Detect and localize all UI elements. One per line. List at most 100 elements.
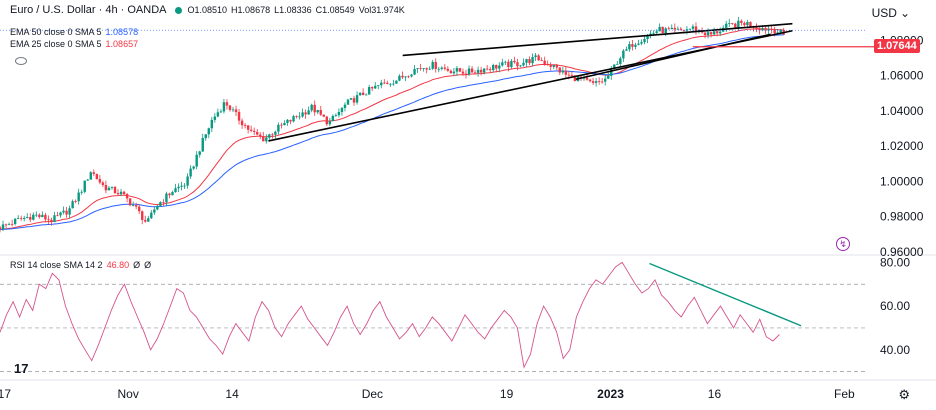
candle-body: [319, 110, 322, 115]
candle-body: [434, 61, 437, 70]
candle-body: [519, 65, 522, 67]
currency-selector[interactable]: USD ⌄: [872, 6, 910, 20]
candle-body: [528, 59, 531, 64]
high-value: H1.08678: [231, 5, 271, 15]
candle-body: [540, 60, 543, 62]
candle-body: [98, 179, 102, 183]
trendlines: [268, 22, 793, 142]
gear-icon[interactable]: ⚙: [898, 387, 910, 402]
candle-body: [682, 29, 686, 31]
candle-body: [292, 116, 295, 122]
candle-body: [437, 68, 440, 70]
candle-body: [622, 50, 625, 59]
candle-body: [156, 205, 159, 210]
candle-body: [56, 215, 59, 217]
candle-body: [274, 131, 277, 135]
candle-body: [585, 77, 589, 80]
chevron-down-icon: ⌄: [899, 6, 910, 20]
x-tick-label: 14: [225, 387, 239, 401]
legend-rsi[interactable]: RSI 14 close SMA 14 2 46.80 Ø Ø: [10, 259, 151, 271]
candle-body: [616, 63, 619, 65]
ema50-series: [0, 34, 784, 231]
candle-body: [455, 68, 459, 72]
candle-body: [298, 116, 301, 118]
candle-body: [449, 70, 453, 74]
candle-body: [177, 186, 180, 189]
candle-body: [165, 193, 168, 203]
price-level-tag: 1.07644: [874, 38, 920, 53]
candle-body: [358, 92, 362, 96]
candle-body: [59, 212, 62, 216]
candle-body: [277, 124, 280, 132]
candle-body: [283, 122, 286, 126]
candle-body: [331, 115, 335, 122]
candle-body: [237, 112, 241, 121]
candle-body: [310, 104, 313, 111]
candle-body: [137, 206, 141, 212]
candle-body: [779, 29, 782, 33]
candle-body: [86, 179, 89, 181]
ema50-line: [0, 34, 784, 231]
candle-body: [389, 83, 392, 85]
candle-body: [504, 61, 507, 63]
x-tick-label: 17: [0, 387, 11, 401]
candle-body: [280, 124, 283, 126]
legend-ema50[interactable]: EMA 50 close 0 SMA 5 1.08578: [10, 26, 138, 38]
candle-body: [643, 38, 646, 43]
candle-body: [16, 218, 20, 220]
candle-body: [640, 42, 643, 44]
candle-body: [349, 98, 353, 100]
x-tick-label: Dec: [362, 387, 383, 401]
candle-body: [53, 215, 56, 222]
candle-body: [537, 55, 540, 61]
candle-body: [383, 82, 386, 84]
lightning-icon[interactable]: ↯: [836, 237, 850, 251]
candle-body: [41, 214, 44, 218]
candle-body: [570, 75, 574, 77]
candle-body: [561, 70, 565, 73]
candle-body: [337, 112, 341, 116]
candle-body: [192, 166, 195, 169]
rsi-label: RSI 14 close SMA 14 2: [10, 260, 103, 270]
trendline-inner: [575, 33, 771, 81]
candle-body: [467, 68, 471, 75]
candle-body: [74, 201, 77, 202]
candle-body: [198, 151, 201, 155]
x-tick-label: 19: [500, 387, 514, 401]
candle-body: [249, 129, 253, 131]
candle-body: [776, 32, 779, 34]
rsi-line: [0, 261, 780, 369]
y-axis: 1.080001.060001.040001.020001.000000.980…: [880, 33, 924, 259]
candle-body: [13, 218, 17, 224]
candle-body: [352, 98, 356, 103]
candle-body: [355, 95, 359, 103]
candle-body: [603, 78, 607, 82]
candle-body: [634, 44, 637, 47]
volume-value: Vol31.974K: [358, 5, 405, 15]
legend-ema25[interactable]: EMA 25 close 0 SMA 5 1.08657: [10, 38, 138, 50]
candle-body: [613, 64, 616, 69]
status-dot-icon: [174, 6, 182, 14]
horizontal-level: [0, 29, 874, 48]
candle-body: [104, 185, 108, 191]
collapse-legend-icon[interactable]: [15, 57, 27, 65]
candle-body: [767, 29, 770, 31]
candle-body: [464, 73, 468, 75]
tradingview-logo-icon[interactable]: 17: [14, 361, 29, 376]
candle-body: [71, 201, 74, 209]
candle-body: [183, 185, 186, 187]
candle-body: [525, 59, 528, 63]
candle-body: [619, 58, 622, 64]
open-value: O1.08510: [187, 5, 228, 15]
candle-body: [706, 32, 710, 36]
candle-body: [740, 20, 743, 23]
candle-body: [458, 68, 462, 72]
candle-body: [646, 35, 649, 39]
candle-body: [44, 214, 47, 220]
y-tick-label: 1.02000: [880, 139, 924, 153]
candle-body: [591, 81, 595, 83]
rsi-trendline: [649, 262, 802, 327]
candle-body: [715, 31, 719, 34]
candle-body: [228, 105, 232, 110]
